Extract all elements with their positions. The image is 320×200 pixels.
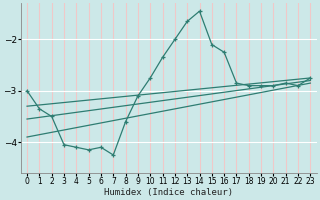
X-axis label: Humidex (Indice chaleur): Humidex (Indice chaleur) bbox=[104, 188, 233, 197]
